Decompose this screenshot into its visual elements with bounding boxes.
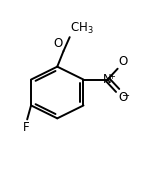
Text: F: F (23, 121, 30, 134)
Text: O: O (118, 55, 128, 68)
Text: −: − (122, 91, 130, 101)
Text: +: + (108, 72, 115, 81)
Text: CH$_3$: CH$_3$ (70, 21, 94, 36)
Text: O: O (118, 91, 128, 104)
Text: O: O (53, 37, 62, 50)
Text: N: N (103, 73, 112, 86)
